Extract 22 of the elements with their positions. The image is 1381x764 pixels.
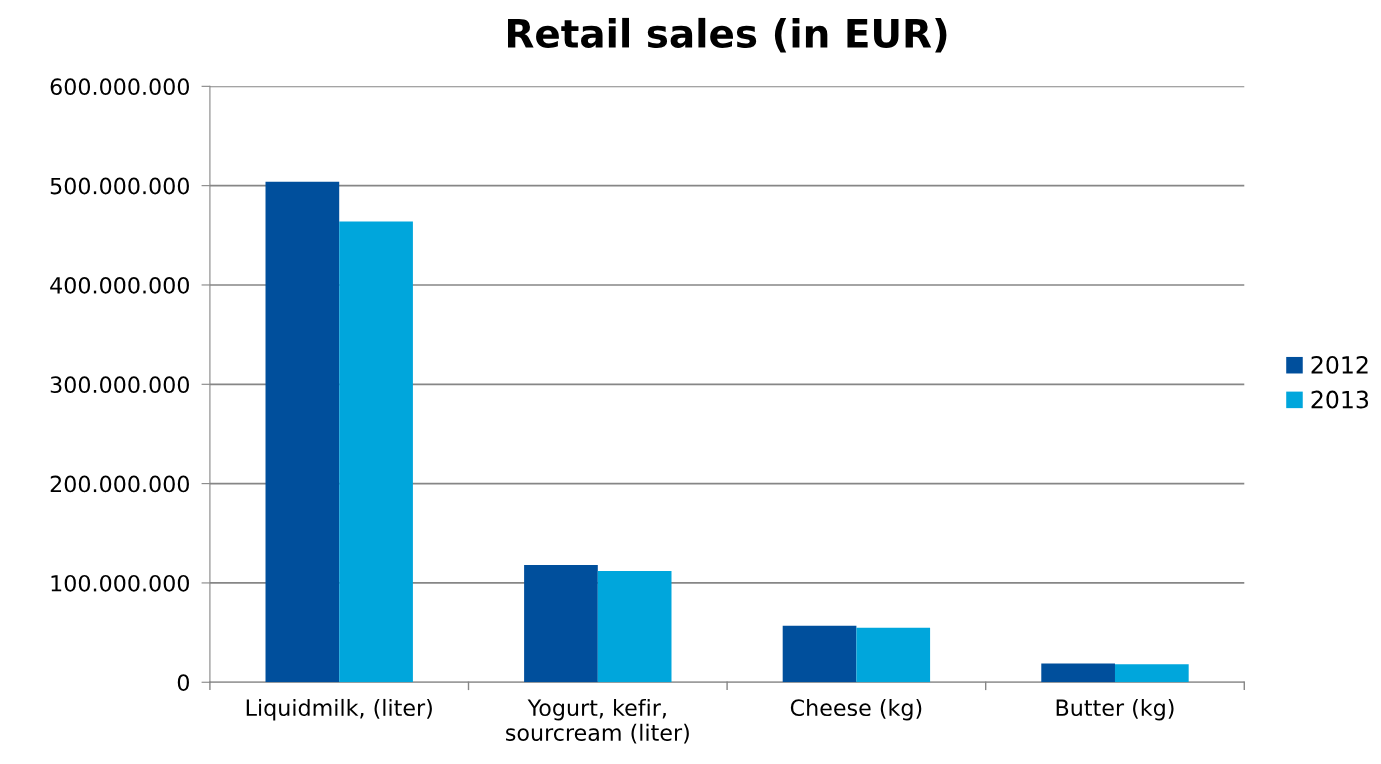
y-tick-label: 0 — [177, 674, 189, 692]
bar — [524, 565, 598, 683]
legend-label: 2013 — [1311, 390, 1369, 409]
bar — [339, 221, 413, 683]
chart-title: Retail sales (in EUR) — [508, 17, 947, 53]
legend-label: 2012 — [1311, 355, 1368, 374]
bar — [1114, 664, 1189, 683]
x-tick-label: Butter (kg) — [1056, 698, 1174, 721]
y-tick-label: 500.000.000 — [50, 177, 189, 195]
x-tick-label: Yogurt, kefir, sourcream (liter) — [506, 698, 689, 744]
y-tick-label: 200.000.000 — [50, 475, 189, 493]
x-tick-label: Cheese (kg) — [790, 698, 922, 721]
y-tick-label: 100.000.000 — [51, 574, 189, 592]
bar — [856, 627, 931, 683]
bar — [265, 181, 340, 683]
bar — [1041, 663, 1115, 683]
y-tick-label: 400.000.000 — [50, 276, 189, 294]
y-tick-label: 300.000.000 — [50, 376, 189, 394]
x-tick-label: Liquidmilk, (liter) — [246, 698, 432, 721]
y-tick-label: 600.000.000 — [50, 78, 189, 96]
bar — [782, 625, 857, 683]
bar — [597, 571, 672, 683]
